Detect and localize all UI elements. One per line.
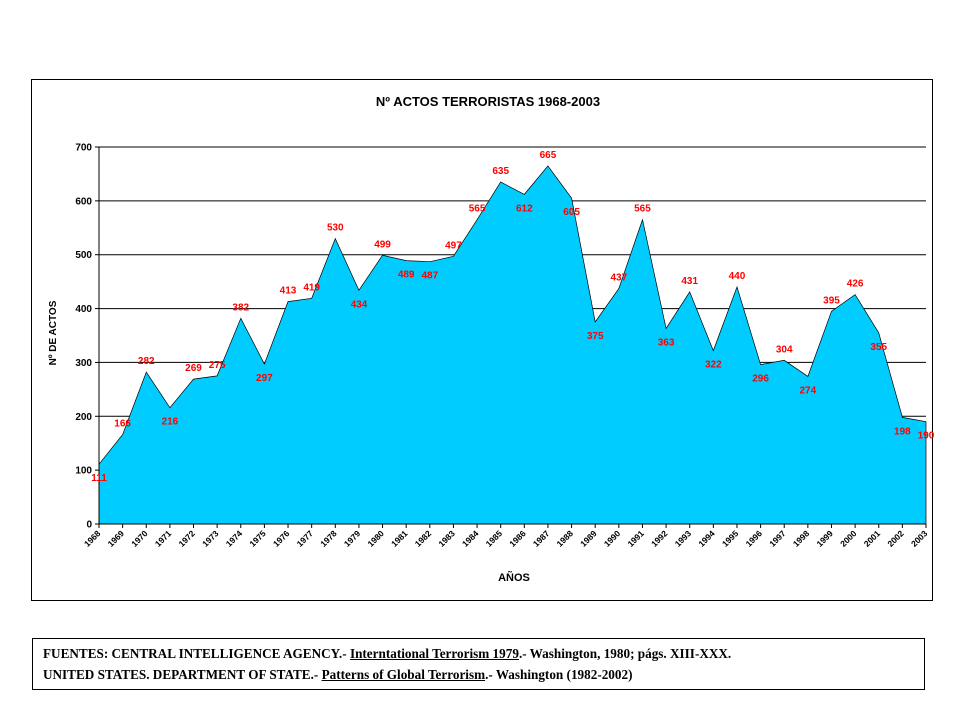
data-label: 382: [232, 302, 249, 313]
x-tick-label: 1984: [460, 528, 481, 549]
x-tick-label: 1974: [224, 528, 245, 549]
x-tick-label: 1987: [531, 528, 552, 549]
data-label: 440: [729, 271, 746, 282]
x-tick-label: 1976: [271, 528, 292, 549]
data-label: 426: [847, 279, 864, 290]
x-tick-label: 1993: [673, 528, 694, 549]
x-tick-label: 1971: [153, 528, 174, 549]
y-tick-label: 200: [75, 412, 92, 423]
y-tick-label: 400: [75, 304, 92, 315]
x-tick-label: 1968: [82, 528, 103, 549]
data-label: 612: [516, 203, 533, 214]
data-label: 413: [280, 286, 297, 297]
source-line-2: UNITED STATES. DEPARTMENT OF STATE.- Pat…: [43, 664, 914, 685]
data-label: 363: [658, 337, 675, 348]
data-label: 665: [540, 150, 557, 161]
x-tick-label: 1972: [176, 528, 197, 549]
data-label: 489: [398, 270, 415, 281]
data-label: 269: [185, 363, 202, 374]
x-tick-label: 1969: [106, 528, 127, 549]
data-label: 322: [705, 360, 722, 371]
x-tick-label: 1980: [366, 528, 387, 549]
y-tick-label: 500: [75, 250, 92, 261]
data-label: 635: [492, 166, 509, 177]
source-2-prefix: UNITED STATES. DEPARTMENT OF STATE.-: [43, 667, 322, 682]
y-axis-title: Nº DE ACTOS: [48, 300, 59, 365]
x-tick-label: 1996: [744, 528, 765, 549]
data-label: 190: [918, 431, 934, 442]
data-label: 565: [634, 204, 651, 215]
source-2-suffix: .- Washington (1982-2002): [485, 667, 633, 682]
x-tick-label: 1991: [625, 528, 646, 549]
data-label: 605: [563, 207, 580, 218]
data-label: 565: [469, 204, 486, 215]
x-tick-label: 1995: [720, 528, 741, 549]
y-tick-label: 0: [86, 520, 92, 531]
chart-frame: Nº ACTOS TERRORISTAS 1968-2003 Nº DE ACT…: [31, 79, 934, 601]
x-tick-label: 1981: [389, 528, 410, 549]
data-label: 497: [445, 240, 462, 251]
data-label: 487: [421, 271, 438, 282]
x-tick-label: 1977: [295, 528, 316, 549]
y-tick-label: 700: [75, 143, 92, 154]
x-tick-label: 1988: [555, 528, 576, 549]
data-label: 437: [610, 273, 627, 284]
source-line-1: FUENTES: CENTRAL INTELLIGENCE AGENCY.- I…: [43, 643, 914, 664]
data-label: 111: [91, 473, 107, 484]
data-label: 530: [327, 223, 344, 234]
data-label: 274: [800, 385, 817, 396]
x-tick-label: 1989: [578, 528, 599, 549]
x-tick-label: 1994: [696, 528, 717, 549]
data-label: 297: [256, 373, 273, 384]
x-tick-label: 2002: [885, 528, 906, 549]
x-tick-label: 1999: [814, 528, 835, 549]
x-tick-label: 1975: [247, 528, 268, 549]
chart-title: Nº ACTOS TERRORISTAS 1968-2003: [376, 94, 600, 109]
source-1-prefix: FUENTES: CENTRAL INTELLIGENCE AGENCY.-: [43, 646, 350, 661]
x-tick-label: 1990: [602, 528, 623, 549]
data-label: 275: [209, 360, 226, 371]
data-label: 434: [351, 299, 368, 310]
data-label: 395: [823, 295, 840, 306]
x-tick-label: 1992: [649, 528, 670, 549]
data-label: 304: [776, 344, 793, 355]
data-label: 355: [870, 342, 887, 353]
source-2-title: Patterns of Global Terrorism: [321, 667, 486, 682]
x-tick-label: 2003: [909, 528, 930, 549]
x-tick-label: 1986: [507, 528, 528, 549]
data-label: 499: [374, 239, 391, 250]
data-label: 216: [162, 417, 179, 428]
x-tick-label: 2000: [838, 528, 859, 549]
series-area: [98, 165, 927, 525]
data-label: 198: [894, 426, 911, 437]
x-tick-label: 1973: [200, 528, 221, 549]
x-tick-label: 1982: [413, 528, 434, 549]
x-tick-label: 2001: [862, 528, 883, 549]
y-tick-label: 300: [75, 358, 92, 369]
source-1-title: Interntational Terrorism 1979: [349, 646, 519, 661]
data-label: 375: [587, 331, 604, 342]
x-tick-label: 1970: [129, 528, 150, 549]
sources-box: FUENTES: CENTRAL INTELLIGENCE AGENCY.- I…: [32, 638, 925, 690]
x-tick-label: 1978: [318, 528, 339, 549]
x-tick-label: 1983: [436, 528, 457, 549]
data-label: 166: [114, 419, 131, 430]
x-axis-title: AÑOS: [498, 571, 530, 584]
x-tick-label: 1979: [342, 528, 363, 549]
y-tick-label: 100: [75, 466, 92, 477]
y-tick-label: 600: [75, 196, 92, 207]
data-label: 282: [138, 356, 155, 367]
x-tick-label: 1998: [791, 528, 812, 549]
data-label: 419: [303, 282, 320, 293]
area-chart: Nº ACTOS TERRORISTAS 1968-2003 Nº DE ACT…: [48, 94, 934, 584]
data-label: 431: [681, 276, 698, 287]
data-label: 296: [752, 374, 769, 385]
source-1-suffix: .- Washington, 1980; págs. XIII-XXX.: [518, 646, 732, 661]
x-tick-label: 1985: [484, 528, 505, 549]
x-tick-label: 1997: [767, 528, 788, 549]
